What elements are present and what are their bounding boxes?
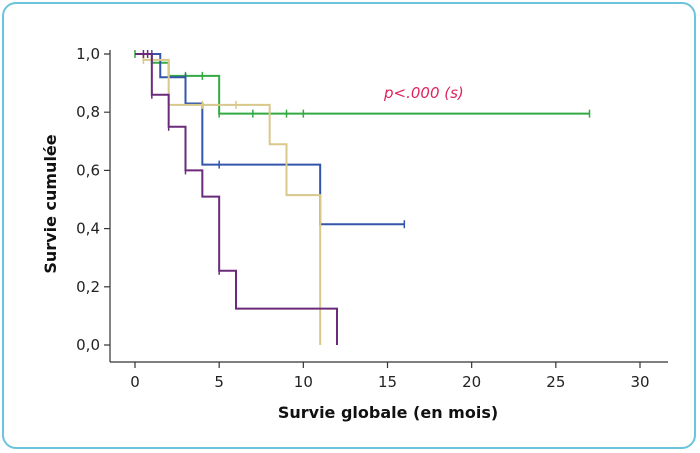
x-tick-label: 20 [462, 373, 481, 391]
p-value-annotation: p<.000 (s) [383, 84, 464, 102]
x-tick-label: 15 [378, 373, 397, 391]
x-tick-label: 10 [294, 373, 313, 391]
y-tick-label: 0,0 [76, 336, 100, 354]
y-tick-label: 0,8 [76, 103, 100, 121]
y-tick-label: 0,4 [76, 220, 100, 238]
survival-curve-3 [135, 53, 322, 345]
y-tick-label: 1,0 [76, 45, 100, 63]
y-axis-title: Survie cumulée [41, 134, 60, 273]
y-tick-label: 0,2 [76, 278, 100, 296]
x-tick-label: 0 [130, 373, 140, 391]
x-axis-title: Survie globale (en mois) [278, 403, 498, 422]
survival-curve-4 [135, 53, 338, 345]
x-tick-label: 30 [630, 373, 649, 391]
x-tick-label: 5 [214, 373, 224, 391]
x-tick-label: 25 [546, 373, 565, 391]
y-tick-label: 0,6 [76, 161, 100, 179]
chart-frame: Survie cumulée Survie globale (en mois) … [2, 2, 696, 449]
survival-chart: Survie cumulée Survie globale (en mois) … [41, 45, 668, 422]
